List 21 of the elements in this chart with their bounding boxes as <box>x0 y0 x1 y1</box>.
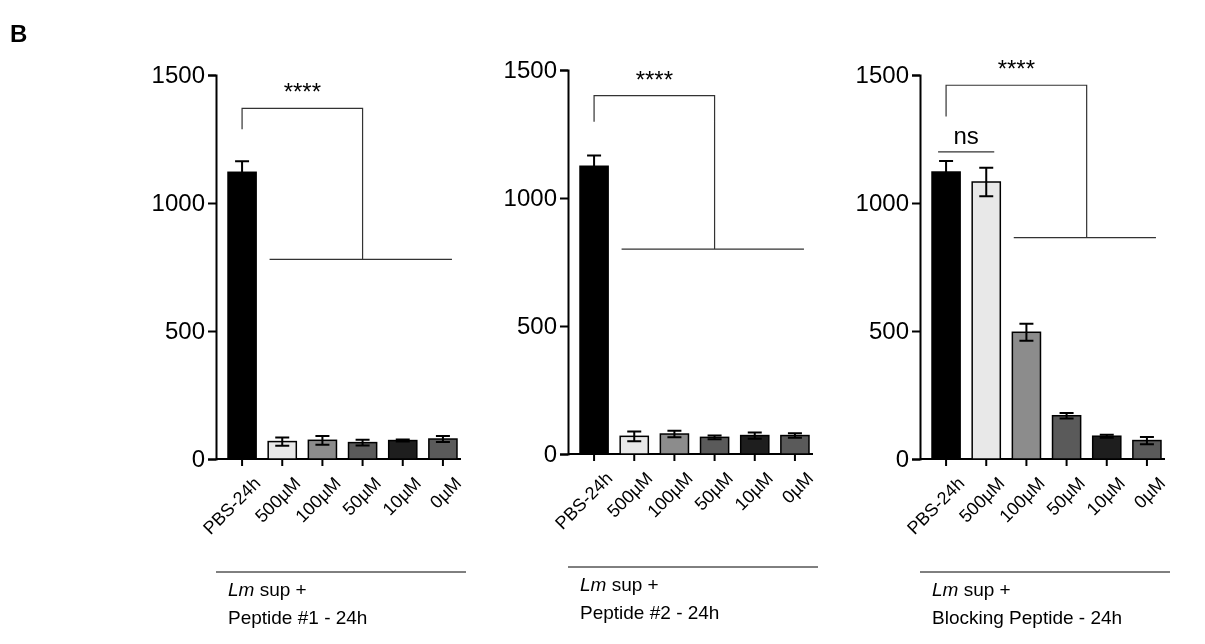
y-tick-label: 1000 <box>151 189 205 217</box>
y-tick-label: 0 <box>895 445 909 473</box>
y-tick-label: 500 <box>516 312 557 340</box>
significance-bracket: ns <box>937 121 995 153</box>
y-tick-label: 1500 <box>151 61 205 89</box>
y-tick-label: 0 <box>543 440 557 468</box>
y-tick-label: 1000 <box>855 189 909 217</box>
x-axis-title: Lm sup + Blocking Peptide - 24h <box>932 579 1123 628</box>
text: B <box>10 20 28 47</box>
annotation: **** <box>635 65 674 93</box>
annotation: **** <box>997 55 1036 83</box>
y-tick-label: 1000 <box>503 184 557 212</box>
y-tick-label: 500 <box>164 317 205 345</box>
x-axis-title: Lm sup + Peptide #2 - 24h <box>580 574 720 623</box>
annotation: **** <box>283 78 322 106</box>
y-tick-label: 1500 <box>503 56 557 84</box>
y-tick-label: 500 <box>868 317 909 345</box>
y-tick-label: 0 <box>191 445 205 473</box>
annotation: ns <box>953 121 979 149</box>
y-tick-label: 1500 <box>855 61 909 89</box>
x-axis-title: Lm sup + Peptide #1 - 24h <box>228 579 368 628</box>
